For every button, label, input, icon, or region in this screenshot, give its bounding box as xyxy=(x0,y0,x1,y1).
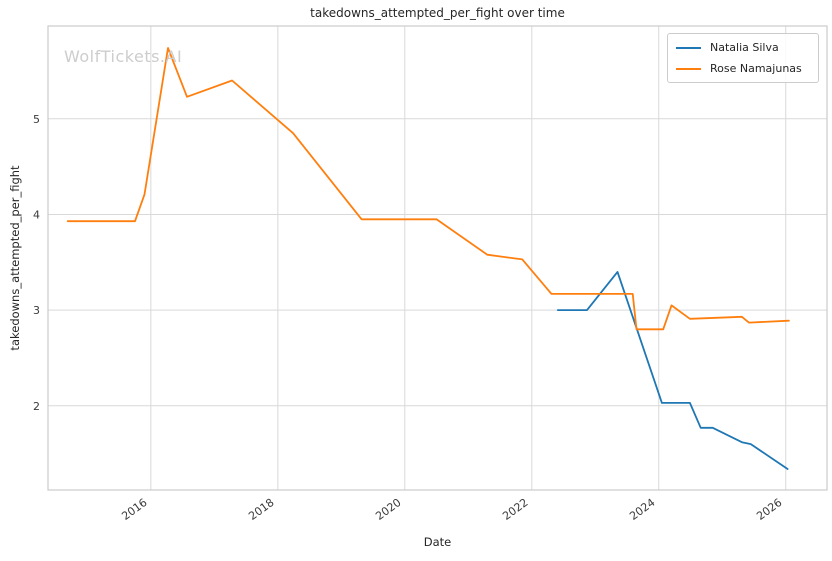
legend-label-rose-namajunas: Rose Namajunas xyxy=(710,62,802,75)
x-tick-label-2022: 2022 xyxy=(500,496,530,523)
x-tick-label-2016: 2016 xyxy=(119,496,149,523)
line-swatch-natalia-silva-icon xyxy=(676,46,701,49)
x-tick-label-2020: 2020 xyxy=(373,496,403,523)
x-tick-label-2018: 2018 xyxy=(246,496,276,523)
y-tick-label-5: 5 xyxy=(33,113,40,126)
legend-label-natalia-silva: Natalia Silva xyxy=(710,41,779,54)
legend-item-natalia-silva: Natalia Silva xyxy=(676,39,810,56)
y-axis-label: takedowns_attempted_per_fight xyxy=(8,165,22,351)
y-tick-label-2: 2 xyxy=(33,400,40,413)
series-line-natalia-silva xyxy=(556,270,789,470)
x-tick-label-2026: 2026 xyxy=(754,496,784,523)
watermark: WolfTickets.AI xyxy=(64,47,183,66)
legend: Natalia Silva Rose Namajunas xyxy=(667,33,819,83)
chart-title: takedowns_attempted_per_fight over time xyxy=(310,6,565,20)
series-line-rose-namajunas xyxy=(66,47,790,331)
y-tick-label-4: 4 xyxy=(33,208,40,221)
plot-border xyxy=(47,25,828,491)
x-tick-label-2024: 2024 xyxy=(627,496,657,523)
legend-item-rose-namajunas: Rose Namajunas xyxy=(676,60,810,77)
y-tick-label-3: 3 xyxy=(33,304,40,317)
x-axis-label: Date xyxy=(423,535,452,549)
line-swatch-rose-namajunas-icon xyxy=(676,67,701,70)
